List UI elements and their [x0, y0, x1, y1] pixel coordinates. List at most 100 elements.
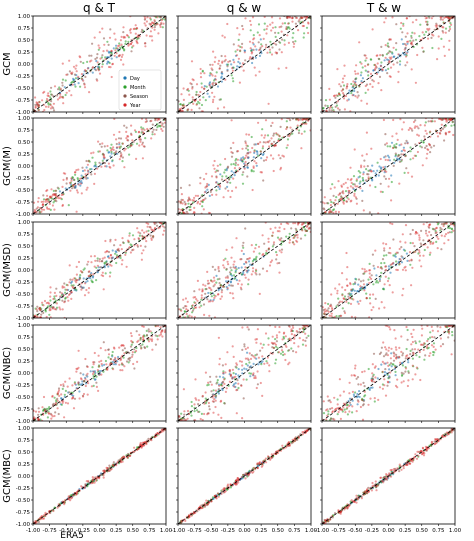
point-year: [298, 337, 301, 340]
point-year: [400, 381, 403, 384]
point-season: [255, 353, 259, 356]
point-year: [342, 390, 345, 393]
point-year: [275, 51, 279, 54]
point-year: [231, 368, 234, 371]
point-year: [211, 91, 214, 94]
point-day: [238, 62, 242, 65]
point-year: [400, 350, 403, 353]
reference-line: [32, 221, 167, 319]
point-year: [234, 375, 237, 378]
y-tick-label: -0.25: [16, 486, 31, 492]
point-year: [136, 448, 139, 451]
point-year: [128, 454, 131, 457]
point-day: [359, 74, 362, 77]
point-year: [151, 338, 154, 341]
point-month: [331, 106, 334, 109]
point-year: [74, 171, 77, 174]
point-year: [109, 66, 112, 69]
point-year: [163, 121, 166, 124]
point-year: [342, 77, 345, 80]
point-month: [139, 338, 142, 341]
point-season: [57, 412, 60, 416]
point-year: [393, 355, 396, 358]
point-year: [277, 449, 280, 452]
point-month: [191, 311, 194, 314]
point-season: [395, 42, 398, 45]
point-day: [215, 274, 218, 277]
point-year: [251, 270, 255, 273]
point-season: [299, 237, 303, 240]
point-season: [101, 54, 104, 57]
point-day: [79, 184, 82, 187]
point-day: [388, 156, 391, 159]
point-year: [90, 261, 93, 264]
point-day: [206, 188, 209, 191]
point-day: [67, 288, 70, 292]
point-season: [163, 226, 166, 229]
point-season: [230, 155, 234, 158]
point-year: [218, 184, 221, 187]
point-year: [75, 367, 78, 370]
point-month: [247, 283, 250, 286]
point-season: [384, 133, 387, 136]
point-year: [443, 118, 446, 121]
point-season: [182, 306, 185, 309]
point-year: [46, 94, 49, 97]
point-month: [246, 145, 249, 148]
point-season: [260, 462, 264, 466]
point-year: [385, 348, 388, 351]
point-year: [117, 55, 120, 58]
point-day: [208, 194, 211, 197]
point-month: [275, 251, 278, 254]
point-year: [428, 223, 431, 226]
point-year: [399, 258, 402, 261]
point-year: [210, 383, 213, 386]
y-tick-label: 1.00: [18, 323, 31, 329]
point-month: [409, 263, 412, 266]
point-year: [208, 282, 211, 285]
point-season: [297, 131, 300, 135]
panel-gcmmsd-2: [176, 221, 312, 320]
point-season: [51, 508, 54, 512]
point-month: [347, 302, 350, 305]
point-season: [272, 132, 276, 135]
point-month: [209, 291, 212, 294]
point-season: [424, 354, 427, 357]
point-year: [123, 352, 126, 355]
point-day: [222, 372, 225, 375]
point-year: [194, 419, 197, 421]
point-season: [112, 461, 115, 464]
point-year: [345, 278, 348, 281]
point-year: [384, 44, 387, 47]
point-month: [38, 101, 41, 104]
point-season: [362, 400, 365, 403]
point-year: [444, 133, 448, 136]
point-year: [350, 374, 353, 377]
point-year: [324, 211, 327, 214]
point-season: [220, 289, 224, 292]
point-year: [151, 229, 154, 232]
point-day: [226, 185, 229, 188]
point-year: [100, 373, 103, 376]
point-year: [34, 410, 38, 413]
point-year: [294, 439, 297, 443]
point-year: [141, 229, 144, 232]
point-season: [98, 373, 101, 376]
point-year: [118, 54, 122, 57]
point-month: [250, 49, 253, 52]
point-year: [105, 363, 108, 366]
point-month: [338, 93, 342, 97]
point-season: [441, 29, 444, 33]
point-year: [122, 344, 125, 347]
point-year: [263, 362, 266, 365]
point-day: [93, 165, 96, 168]
point-year: [349, 166, 352, 169]
point-year: [130, 144, 133, 147]
point-year: [413, 32, 416, 35]
point-year: [429, 242, 432, 245]
point-year: [88, 91, 91, 94]
point-season: [214, 395, 217, 398]
point-year: [216, 492, 219, 495]
reference-line: [177, 324, 312, 422]
point-season: [375, 66, 378, 69]
